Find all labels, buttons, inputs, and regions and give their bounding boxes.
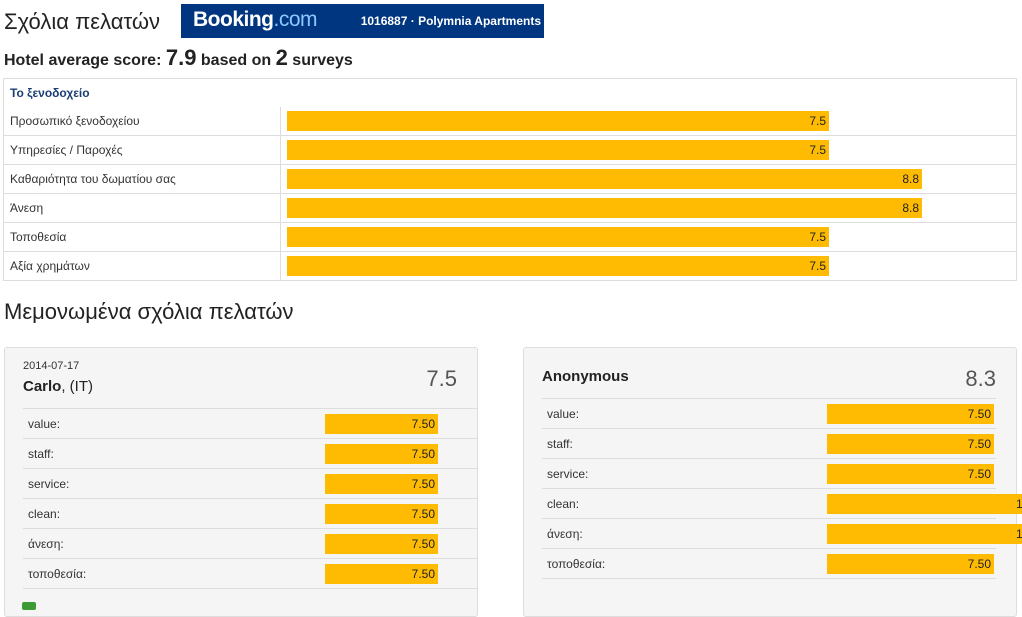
category-row: Καθαριότητα του δωματίου σας 8.8 — [4, 164, 1016, 193]
review-score-row: value: 7.50 — [542, 398, 996, 428]
category-score-bar: 7.5 — [287, 111, 829, 131]
review-score-label: service: — [542, 467, 847, 481]
review-score-value: 7.50 — [412, 507, 435, 521]
review-score-value: 7.50 — [412, 537, 435, 551]
category-row: Αξία χρημάτων 7.5 — [4, 251, 1016, 280]
review-score-value: 10.00 — [1016, 497, 1022, 511]
review-score-row: clean:10.00 — [542, 488, 996, 518]
category-label: Καθαριότητα του δωματίου σας — [4, 165, 281, 193]
review-score-bar: 7.50 — [827, 404, 994, 424]
review-rows: value: 7.50 staff: 7.50 service: 7.50 clean: 7.… — [23, 408, 477, 589]
review-score-row: clean: 7.50 — [23, 498, 477, 528]
review-score-value: 7.50 — [968, 407, 991, 421]
review-score: 8.3 — [965, 366, 996, 392]
category-scores-table: Το ξενοδοχείο Προσωπικό ξενοδοχείου 7.5 Υπ… — [3, 78, 1017, 281]
review-score-label: τοποθεσία: — [23, 567, 328, 581]
hotel-id-name: 1016887 · Polymnia Apartments — [361, 14, 541, 28]
category-score-bar: 7.5 — [287, 256, 829, 276]
review-score: 7.5 — [426, 366, 457, 392]
category-score-bar: 7.5 — [287, 227, 829, 247]
category-heading: Το ξενοδοχείο — [4, 79, 1016, 107]
review-score-label: τοποθεσία: — [542, 557, 847, 571]
category-score-value: 8.8 — [902, 201, 919, 215]
review-score-label: clean: — [542, 497, 847, 511]
review-score-label: άνεση: — [542, 527, 847, 541]
review-score-label: service: — [23, 477, 328, 491]
review-rows: value: 7.50 staff: 7.50 service: 7.50 clean:10… — [542, 398, 996, 579]
category-score-bar: 8.8 — [287, 198, 922, 218]
review-score-bar: 7.50 — [827, 464, 994, 484]
review-card: 2014-07-17 Carlo, (IT) 7.5 value: 7.50 sta… — [4, 347, 478, 617]
category-row: Υπηρεσίες / Παροχές 7.5 — [4, 135, 1016, 164]
category-score-bar: 8.8 — [287, 169, 922, 189]
review-score-row: τοποθεσία: 7.50 — [23, 558, 477, 589]
review-score-bar: 7.50 — [827, 434, 994, 454]
review-score-label: value: — [542, 407, 847, 421]
review-score-bar: 7.50 — [325, 474, 438, 494]
review-score-bar: 10.00 — [827, 494, 1022, 514]
review-score-bar: 7.50 — [325, 444, 438, 464]
average-score: Hotel average score: 7.9 based on 2 surv… — [4, 45, 353, 71]
category-label: Προσωπικό ξενοδοχείου — [4, 107, 281, 135]
review-score-row: τοποθεσία: 7.50 — [542, 548, 996, 579]
category-label: Υπηρεσίες / Παροχές — [4, 136, 281, 164]
review-score-label: staff: — [542, 437, 847, 451]
category-label: Αξία χρημάτων — [4, 252, 281, 280]
review-score-row: service: 7.50 — [23, 468, 477, 498]
review-date: 2014-07-17 — [23, 360, 79, 372]
review-score-row: άνεση:10.00 — [542, 518, 996, 548]
review-score-value: 7.50 — [412, 567, 435, 581]
review-score-bar: 7.50 — [325, 564, 438, 584]
category-label: Τοποθεσία — [4, 223, 281, 251]
review-score-value: 10.00 — [1016, 527, 1022, 541]
category-row: Άνεση 8.8 — [4, 193, 1016, 222]
category-row: Τοποθεσία 7.5 — [4, 222, 1016, 251]
review-score-bar: 7.50 — [325, 504, 438, 524]
review-score-label: staff: — [23, 447, 328, 461]
reviewer-name: Carlo, (IT) — [23, 378, 93, 395]
category-row: Προσωπικό ξενοδοχείου 7.5 — [4, 107, 1016, 135]
review-score-value: 7.50 — [968, 557, 991, 571]
review-score-value: 7.50 — [412, 477, 435, 491]
category-score-value: 7.5 — [809, 230, 826, 244]
status-icon — [22, 602, 36, 610]
review-card: Anonymous 8.3 value: 7.50 staff: 7.50 servic… — [523, 347, 1017, 617]
review-score-bar: 7.50 — [827, 554, 994, 574]
category-score-value: 8.8 — [902, 172, 919, 186]
review-score-bar: 7.50 — [325, 414, 438, 434]
review-score-value: 7.50 — [412, 447, 435, 461]
review-score-row: staff: 7.50 — [23, 438, 477, 468]
review-score-row: value: 7.50 — [23, 408, 477, 438]
review-score-row: service: 7.50 — [542, 458, 996, 488]
review-score-value: 7.50 — [968, 467, 991, 481]
category-score-value: 7.5 — [809, 143, 826, 157]
review-score-label: clean: — [23, 507, 328, 521]
category-score-value: 7.5 — [809, 259, 826, 273]
review-score-label: value: — [23, 417, 328, 431]
review-score-row: άνεση: 7.50 — [23, 528, 477, 558]
review-score-bar: 7.50 — [325, 534, 438, 554]
category-label: Άνεση — [4, 194, 281, 222]
reviews-title: Μεμονωμένα σχόλια πελατών — [4, 299, 294, 325]
review-score-row: staff: 7.50 — [542, 428, 996, 458]
review-score-bar: 10.00 — [827, 524, 1022, 544]
review-score-value: 7.50 — [968, 437, 991, 451]
booking-logo: Booking.com — [193, 8, 317, 32]
booking-banner: Booking.com 1016887 · Polymnia Apartment… — [181, 4, 544, 38]
review-score-label: άνεση: — [23, 537, 328, 551]
review-score-value: 7.50 — [412, 417, 435, 431]
reviewer-name: Anonymous — [542, 368, 629, 385]
page-title: Σχόλια πελατών — [4, 9, 160, 35]
category-score-value: 7.5 — [809, 114, 826, 128]
page-header: Σχόλια πελατών — [4, 6, 170, 38]
category-score-bar: 7.5 — [287, 140, 829, 160]
